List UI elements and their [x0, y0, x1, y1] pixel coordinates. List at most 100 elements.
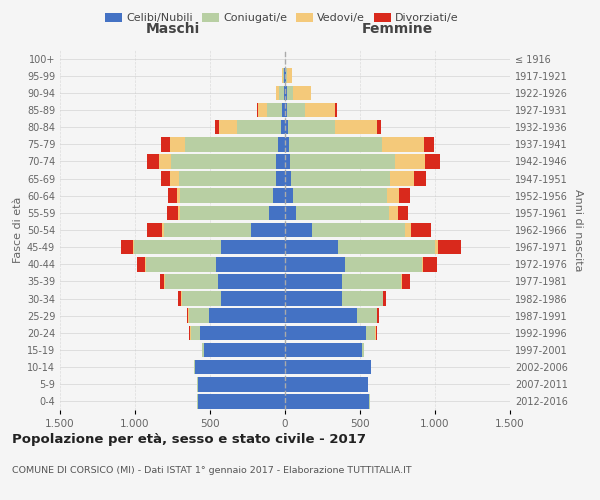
Bar	[164, 274, 165, 288]
Bar	[284, 86, 285, 100]
Bar	[177, 188, 180, 203]
Bar	[383, 292, 386, 306]
Text: COMUNE DI CORSICO (MI) - Dati ISTAT 1° gennaio 2017 - Elaborazione TUTTITALIA.IT: COMUNE DI CORSICO (MI) - Dati ISTAT 1° g…	[12, 466, 412, 475]
Bar	[276, 154, 285, 168]
Bar	[366, 326, 375, 340]
Bar	[285, 137, 289, 152]
Bar	[357, 308, 377, 323]
Bar	[283, 68, 284, 83]
Bar	[216, 257, 285, 272]
Text: Femmine: Femmine	[362, 22, 433, 36]
Bar	[335, 102, 337, 118]
Legend: Celibi/Nubili, Coniugati/e, Vedovi/e, Divorziati/e: Celibi/Nubili, Coniugati/e, Vedovi/e, Di…	[101, 8, 463, 28]
Bar	[285, 172, 291, 186]
Bar	[251, 222, 285, 238]
Bar	[147, 222, 162, 238]
Bar	[190, 326, 191, 340]
Bar	[305, 102, 335, 118]
Bar	[258, 102, 267, 118]
Bar	[181, 292, 182, 306]
Bar	[121, 240, 133, 254]
Bar	[221, 292, 285, 306]
Bar	[285, 68, 286, 83]
Bar	[337, 240, 435, 254]
Bar	[390, 172, 414, 186]
Bar	[165, 274, 218, 288]
Bar	[171, 154, 276, 168]
Bar	[285, 102, 287, 118]
Bar	[276, 86, 279, 100]
Bar	[288, 120, 335, 134]
Bar	[401, 274, 402, 288]
Bar	[198, 377, 285, 392]
Bar	[137, 257, 145, 272]
Bar	[191, 326, 199, 340]
Bar	[414, 172, 426, 186]
Bar	[290, 154, 395, 168]
Bar	[291, 172, 390, 186]
Bar	[202, 342, 204, 357]
Bar	[287, 68, 292, 83]
Bar	[367, 377, 368, 392]
Bar	[285, 120, 288, 134]
Bar	[180, 206, 269, 220]
Bar	[279, 86, 284, 100]
Bar	[289, 137, 382, 152]
Bar	[369, 394, 370, 408]
Bar	[197, 377, 198, 392]
Bar	[361, 342, 364, 357]
Bar	[189, 326, 190, 340]
Bar	[285, 377, 367, 392]
Bar	[284, 68, 285, 83]
Bar	[194, 360, 195, 374]
Bar	[160, 274, 164, 288]
Bar	[377, 308, 379, 323]
Bar	[342, 274, 401, 288]
Bar	[163, 222, 251, 238]
Bar	[182, 292, 221, 306]
Bar	[285, 394, 369, 408]
Bar	[285, 274, 342, 288]
Bar	[293, 188, 387, 203]
Bar	[145, 257, 146, 272]
Bar	[387, 188, 399, 203]
Y-axis label: Anni di nascita: Anni di nascita	[573, 188, 583, 271]
Bar	[170, 137, 185, 152]
Bar	[285, 342, 361, 357]
Bar	[425, 154, 440, 168]
Bar	[285, 326, 366, 340]
Bar	[178, 206, 180, 220]
Bar	[285, 154, 290, 168]
Bar	[375, 326, 376, 340]
Bar	[377, 120, 381, 134]
Bar	[395, 154, 425, 168]
Bar	[285, 206, 296, 220]
Bar	[188, 308, 189, 323]
Bar	[342, 292, 383, 306]
Bar	[281, 120, 285, 134]
Bar	[237, 120, 281, 134]
Bar	[167, 206, 178, 220]
Bar	[178, 292, 181, 306]
Bar	[285, 308, 357, 323]
Bar	[204, 342, 285, 357]
Bar	[376, 326, 377, 340]
Bar	[187, 308, 188, 323]
Bar	[285, 292, 342, 306]
Bar	[285, 240, 337, 254]
Bar	[285, 222, 312, 238]
Bar	[162, 222, 163, 238]
Bar	[273, 188, 285, 203]
Y-axis label: Fasce di età: Fasce di età	[13, 197, 23, 263]
Bar	[287, 86, 293, 100]
Bar	[312, 222, 405, 238]
Bar	[285, 188, 293, 203]
Bar	[218, 274, 285, 288]
Bar	[285, 360, 371, 374]
Bar	[282, 102, 285, 118]
Bar	[405, 222, 411, 238]
Bar	[421, 257, 423, 272]
Bar	[159, 154, 171, 168]
Bar	[221, 240, 285, 254]
Bar	[402, 274, 409, 288]
